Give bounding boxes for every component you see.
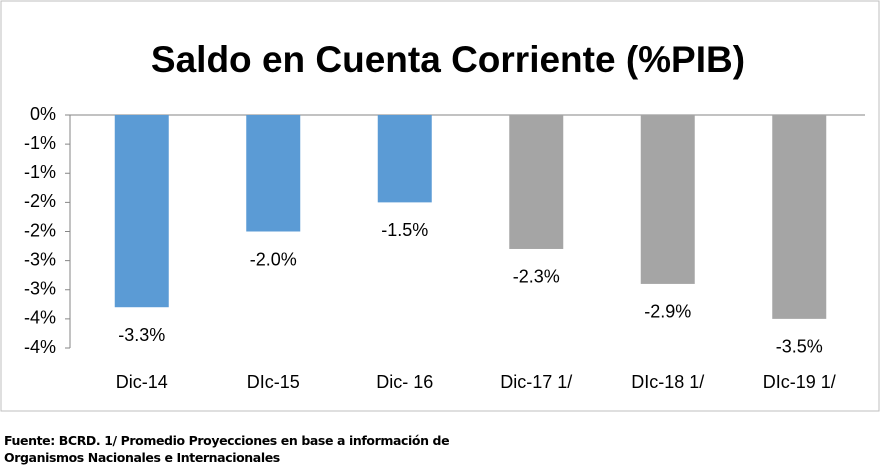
y-tick-label: -3% <box>24 249 56 269</box>
data-label: -3.5% <box>776 337 823 357</box>
x-tick-label: Dic- 16 <box>376 372 433 392</box>
y-tick-label: -4% <box>24 308 56 328</box>
y-tick-label: -1% <box>24 162 56 182</box>
x-tick-label: Dic-14 <box>116 372 168 392</box>
x-tick-label: DIc-19 1/ <box>763 372 836 392</box>
y-tick-label: -2% <box>24 220 56 240</box>
chart-title: Saldo en Cuenta Corriente (%PIB) <box>151 39 745 80</box>
y-tick-label: -2% <box>24 191 56 211</box>
bar <box>640 115 695 284</box>
bar <box>509 115 564 249</box>
bar <box>114 115 169 308</box>
y-tick-label: -4% <box>24 337 56 357</box>
data-label: -2.3% <box>513 267 560 287</box>
data-label: -2.9% <box>644 302 691 322</box>
y-tick-label: 0% <box>30 104 56 124</box>
data-label: -1.5% <box>381 220 428 240</box>
bar <box>246 115 301 232</box>
data-label: -3.3% <box>118 325 165 345</box>
footnote: Fuente: BCRD. 1/ Promedio Proyecciones e… <box>4 433 450 465</box>
x-tick-label: Dic-17 1/ <box>500 372 572 392</box>
y-tick-label: -3% <box>24 279 56 299</box>
bar <box>377 115 432 203</box>
y-tick-label: -1% <box>24 133 56 153</box>
x-tick-label: DIc-18 1/ <box>631 372 704 392</box>
x-tick-label: DIc-15 <box>247 372 300 392</box>
data-label: -2.0% <box>250 249 297 269</box>
bar <box>772 115 827 319</box>
